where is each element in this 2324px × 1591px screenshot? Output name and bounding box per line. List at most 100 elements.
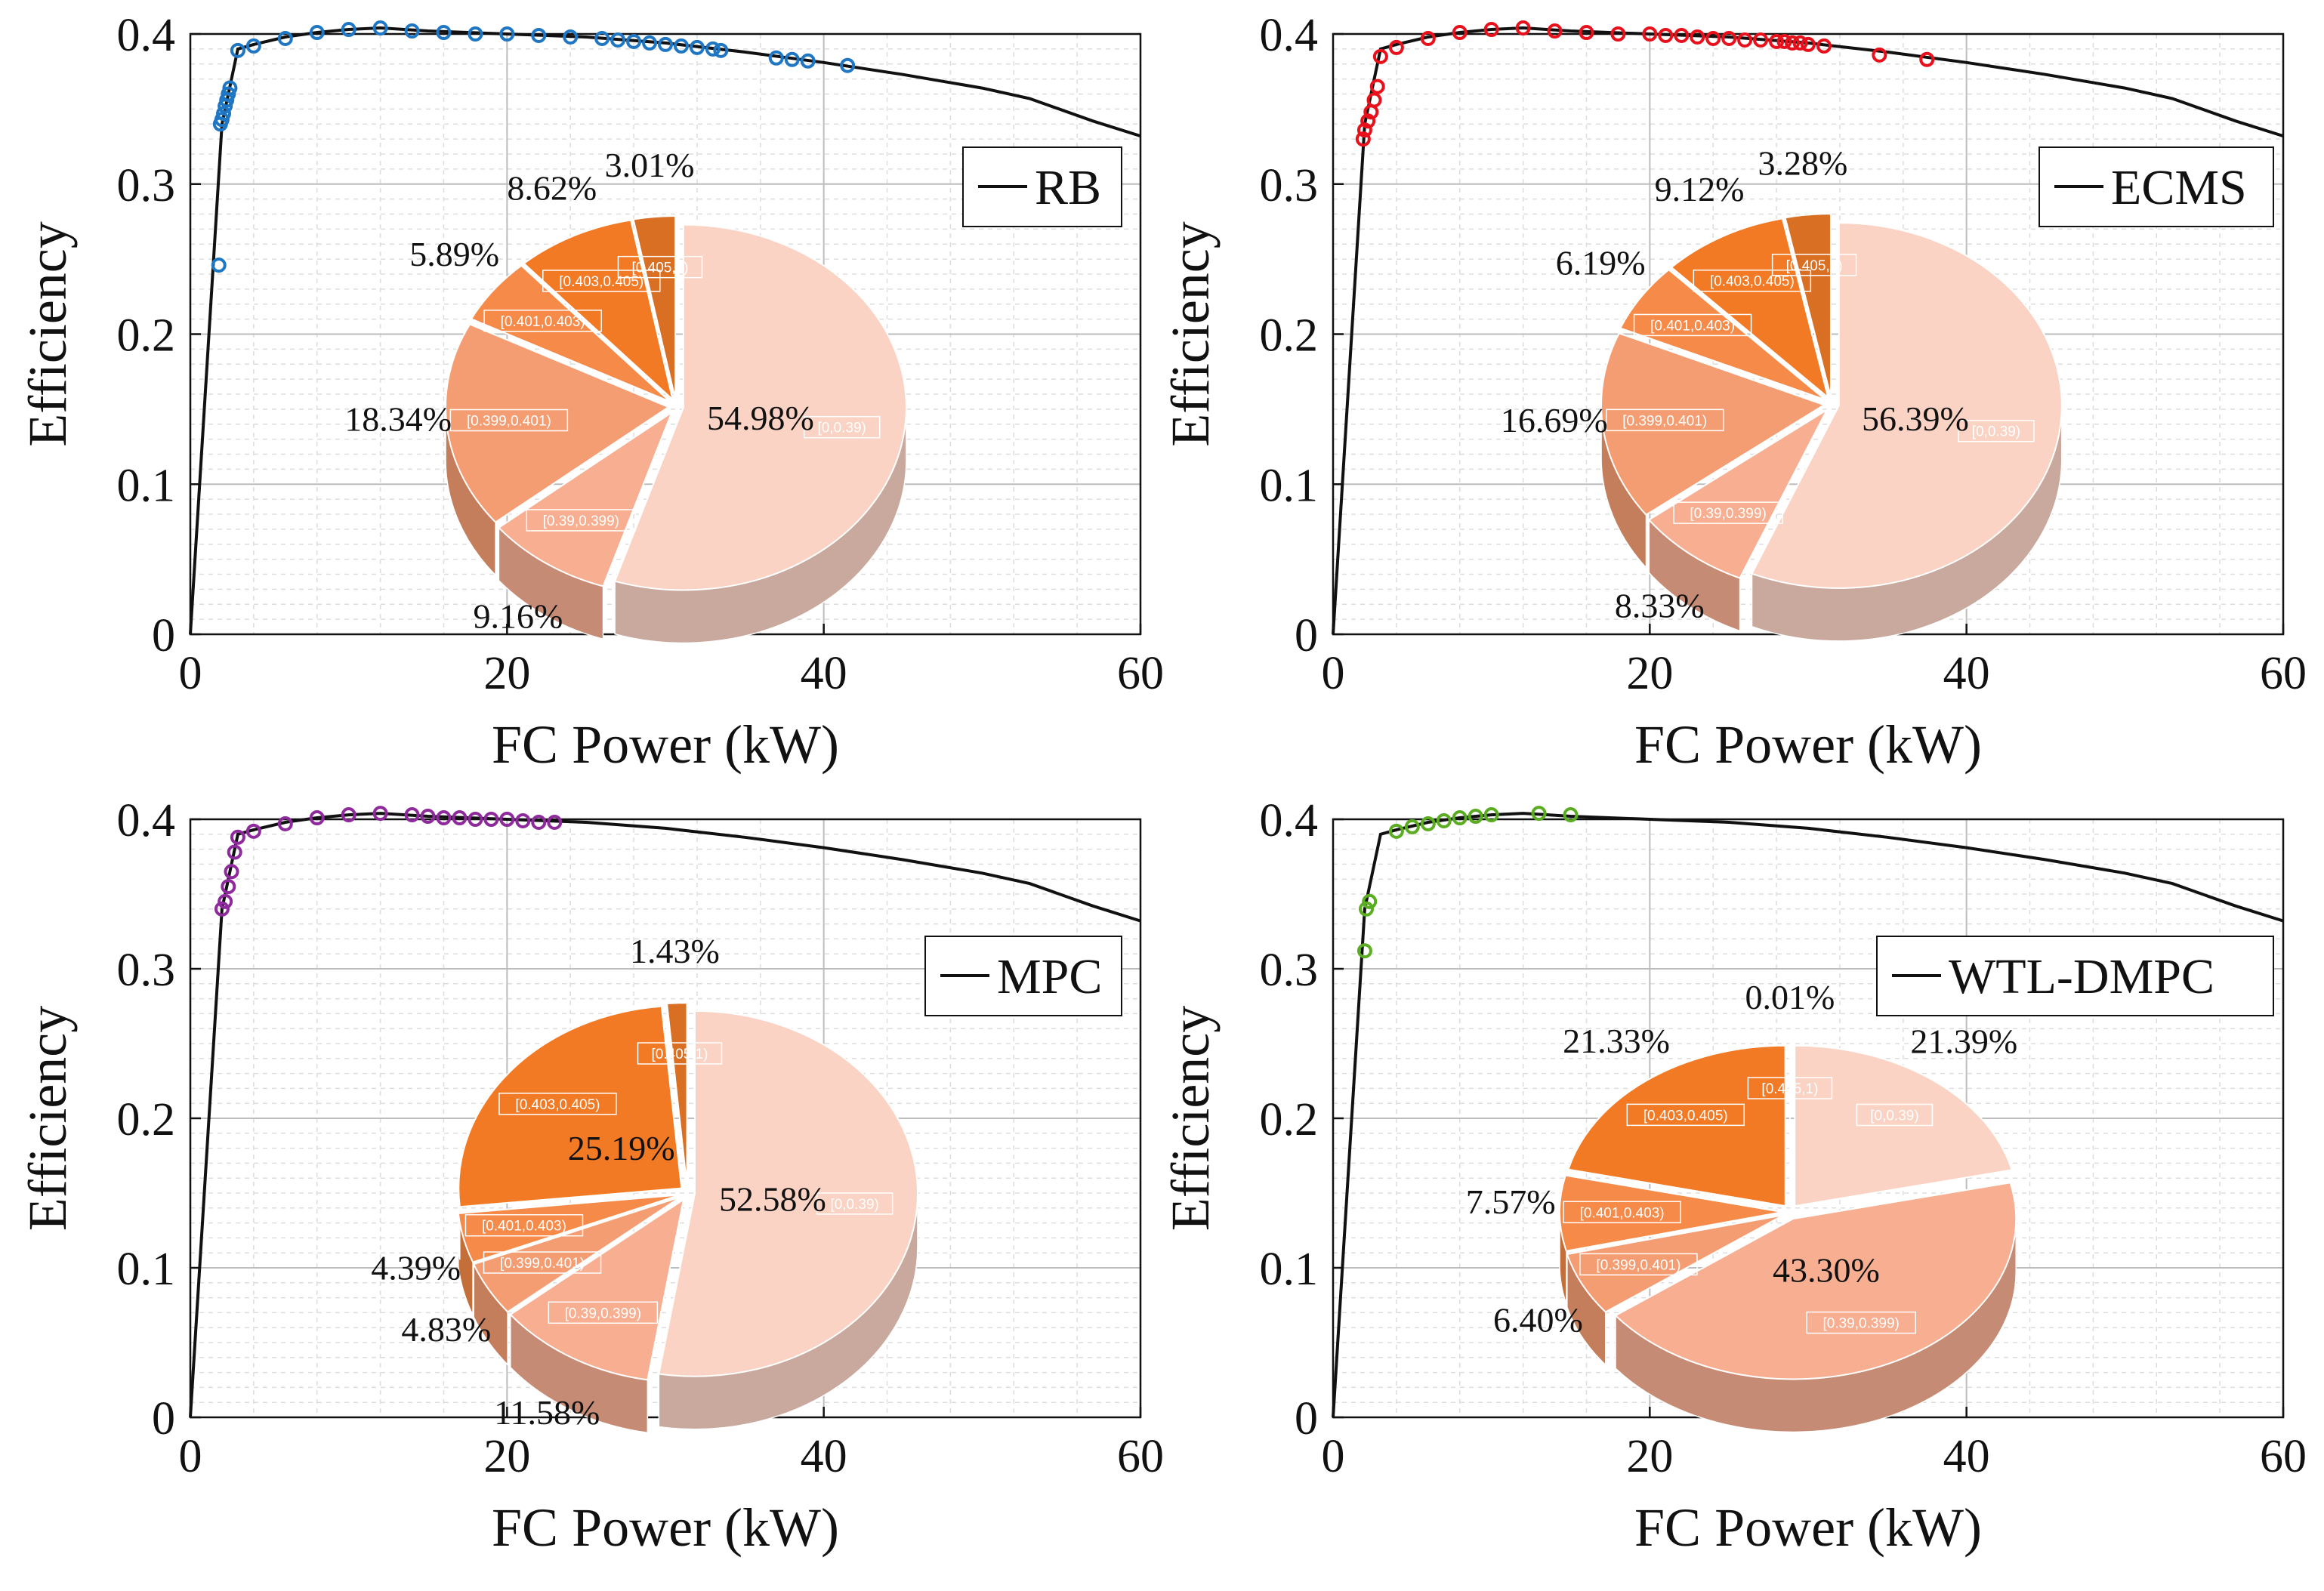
pie-slice — [665, 1002, 688, 1186]
data-point — [1420, 816, 1436, 831]
data-point — [211, 257, 227, 273]
data-point — [1515, 20, 1531, 36]
y-tick-label: 0.3 — [117, 160, 176, 211]
data-point — [1610, 26, 1626, 42]
x-tick-label: 0 — [179, 1431, 202, 1482]
legend-label: ECMS — [2111, 160, 2247, 215]
pie-percent-label: 18.34% — [344, 399, 452, 438]
y-axis-label: Efficiency — [1160, 221, 1221, 447]
pie-percent-label: 3.28% — [1758, 144, 1848, 183]
pie-slice — [445, 323, 671, 523]
efficiency-curve — [189, 812, 1141, 1418]
pie-range-box — [526, 509, 637, 532]
pie-range-box — [637, 1042, 723, 1065]
data-point — [277, 30, 293, 46]
pie-range-label: [0.403,0.405) — [1643, 1108, 1728, 1124]
pie-range-label: [0.399,0.401) — [1622, 413, 1707, 429]
pie-range-box — [1958, 419, 2035, 442]
operating-points — [1356, 806, 1579, 959]
data-point — [404, 23, 420, 39]
pie-range-box — [1626, 1103, 1745, 1127]
data-point — [1372, 48, 1388, 64]
data-point — [499, 26, 515, 42]
pie-slice — [658, 1010, 918, 1377]
pie-percent-label: 8.33% — [1615, 586, 1705, 624]
x-tick-label: 0 — [1322, 648, 1345, 699]
pie-range-label: [0.403,0.405) — [1710, 274, 1795, 290]
pie-percent-label: 9.16% — [474, 597, 563, 636]
x-tick-label: 40 — [801, 1431, 847, 1482]
data-point — [1483, 22, 1499, 38]
y-tick-label: 0 — [152, 1393, 175, 1445]
legend: RB — [962, 146, 1122, 227]
pie-percent-label: 4.39% — [371, 1248, 461, 1287]
data-point — [1355, 131, 1371, 147]
pie-percent-label: 54.98% — [707, 399, 814, 437]
pie-percent-label: 5.89% — [409, 235, 499, 273]
pie-range-label: [0.401,0.403) — [501, 314, 585, 330]
data-point — [341, 22, 356, 38]
pie-range-label: [0,0.39) — [1972, 424, 2020, 440]
pie-range-label: [0.39,0.399) — [1822, 1316, 1899, 1332]
data-point — [1816, 38, 1832, 54]
pie-range-box — [1747, 1077, 1833, 1099]
pie-percent-label: 11.58% — [494, 1393, 600, 1432]
pie-range-box — [483, 1251, 602, 1274]
y-tick-label: 0.2 — [1260, 1094, 1319, 1145]
data-point — [1366, 92, 1382, 108]
data-point — [642, 35, 658, 51]
legend: WTL-DMPC — [1876, 936, 2274, 1016]
data-point — [230, 829, 245, 845]
data-point — [452, 810, 468, 826]
pie-percent-label: 6.19% — [1556, 243, 1646, 282]
data-point — [713, 42, 729, 58]
pie-slice — [497, 410, 674, 587]
data-point — [531, 27, 547, 43]
pie-range-label: [0,0.39) — [817, 421, 866, 436]
data-point — [222, 80, 238, 96]
data-point — [230, 42, 245, 58]
x-tick-label: 0 — [1322, 1431, 1345, 1482]
pie-range-label: [0.39,0.399) — [1690, 506, 1766, 522]
data-point — [309, 810, 325, 826]
data-point — [1436, 812, 1452, 828]
data-point — [214, 901, 230, 917]
pie-range-box — [464, 1213, 584, 1237]
data-point — [1642, 26, 1658, 42]
pie-slice — [470, 264, 671, 402]
y-tick-label: 0.1 — [1260, 1244, 1319, 1295]
data-point — [768, 50, 784, 66]
data-point — [1360, 113, 1376, 129]
data-point — [1356, 122, 1372, 138]
pie-range-box — [617, 255, 703, 279]
data-point — [1362, 893, 1378, 909]
data-point — [594, 30, 610, 46]
pie-chart: [0,0.39)54.98% [0.39,0.399) 9.16% [0.399,0.… — [344, 146, 907, 644]
pie-range-label: [0.405,1) — [632, 261, 689, 276]
y-axis-label: Efficiency — [17, 221, 78, 447]
legend: MPC — [924, 936, 1122, 1016]
pie-range-label: [0.39,0.399) — [543, 513, 619, 529]
y-tick-label: 0.3 — [117, 945, 176, 996]
pie-slice — [457, 1194, 681, 1263]
y-tick-label: 0.2 — [117, 310, 176, 362]
data-point — [1674, 27, 1690, 43]
data-point — [245, 38, 261, 54]
data-point — [468, 812, 483, 827]
pie-percent-label: 16.69% — [1501, 401, 1608, 439]
panel-rb: 0 20 40 60 0 0.1 0.2 0.3 0.4 FC Power (kW) Efficie… — [17, 10, 1164, 775]
x-axis-label: FC Power (kW) — [1634, 1497, 1982, 1558]
x-axis-label: FC Power (kW) — [492, 1497, 839, 1558]
data-point — [224, 864, 239, 880]
data-point — [1776, 33, 1792, 49]
pie-range-box — [1579, 1253, 1698, 1276]
legend-label: WTL-DMPC — [1949, 949, 2214, 1004]
pie-range-label: [0.401,0.403) — [482, 1219, 566, 1235]
pie-range-label: [0.405,1) — [1786, 258, 1843, 274]
data-point — [1705, 30, 1721, 46]
pie-slice — [1670, 217, 1829, 399]
y-tick-label: 0.3 — [1260, 160, 1319, 211]
data-point — [1483, 807, 1499, 823]
pie-slice — [632, 215, 677, 399]
